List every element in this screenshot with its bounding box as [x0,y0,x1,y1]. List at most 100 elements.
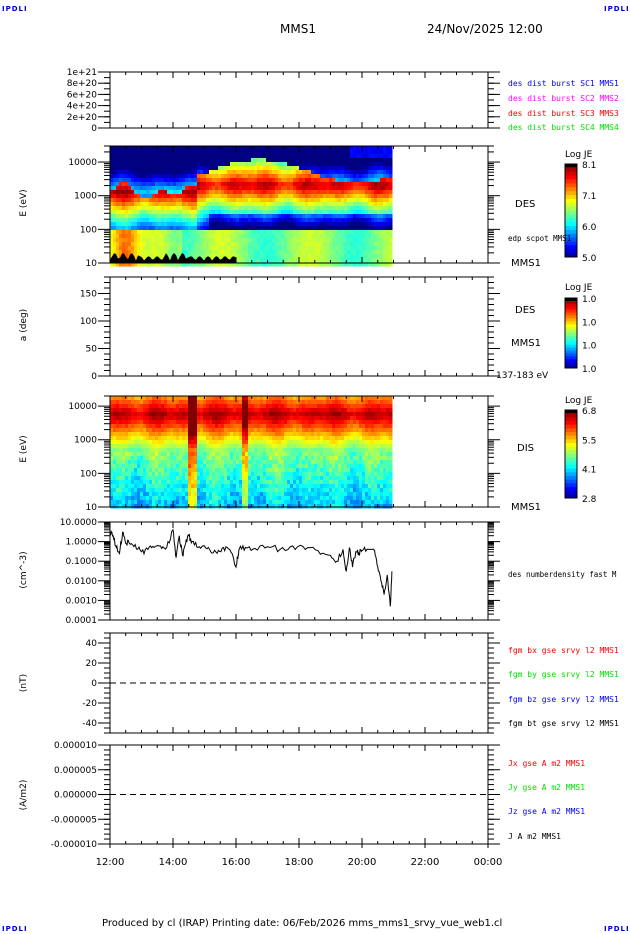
spectrogram-cell [344,166,348,171]
colorbar-segment [565,347,577,351]
spectrogram-cell [206,182,210,187]
spectrogram-cell [281,190,285,195]
spectrogram-cell [248,198,252,203]
spectrogram-cell [131,190,135,195]
spectrogram-cell [233,412,237,417]
spectrogram-cell [380,218,384,223]
spectrogram-cell [203,416,207,421]
spectrogram-cell [290,202,294,207]
spectrogram-cell [362,158,366,163]
spectrogram-cell [155,238,159,243]
spectrogram-cell [233,238,237,243]
spectrogram-cell [302,238,306,243]
spectrogram-cell [374,170,378,175]
spectrogram-cell [221,452,225,457]
spectrogram-cell [374,150,378,155]
spectrogram-cell [182,242,186,247]
spectrogram-cell [203,226,207,231]
spectrogram-cell [278,444,282,449]
spectrogram-cell [221,396,225,401]
spectrogram-cell [131,246,135,251]
spectrogram-cell [263,460,267,465]
spectrogram-cell [338,218,342,223]
spectrogram-cell [206,416,210,421]
spectrogram-cell [182,496,186,501]
spectrogram-cell [185,492,189,497]
spectrogram-cell [251,436,255,441]
spectrogram-cell [248,464,252,469]
spectrogram-cell [230,460,234,465]
spectrogram-cell [278,468,282,473]
spectrogram-cell [116,234,120,239]
spectrogram-cell [254,400,258,405]
spectrogram-cell [143,222,147,227]
spectrogram-cell [212,234,216,239]
spectrogram-cell [221,500,225,505]
spectrogram-cell [377,230,381,235]
spectrogram-cell [224,202,228,207]
spectrogram-cell [251,166,255,171]
spectrogram-cell [185,484,189,489]
spectrogram-cell [335,174,339,179]
spectrogram-cell [344,210,348,215]
spectrogram-cell [155,174,159,179]
spectrogram-cell [362,198,366,203]
spectrogram-cell [215,480,219,485]
spectrogram-cell [158,250,162,255]
spectrogram-cell [314,162,318,167]
spectrogram-cell [248,440,252,445]
spectrogram-cell [188,432,192,437]
spectrogram-cell [179,396,183,401]
spectrogram-cell [224,500,228,505]
spectrogram-cell [203,206,207,211]
spectrogram-cell [119,488,123,493]
spectrogram-cell [203,174,207,179]
spectrogram-cell [347,230,351,235]
spectrogram-cell [314,230,318,235]
spectrogram-cell [272,150,276,155]
spectrogram-cell [335,190,339,195]
spectrogram-cell [152,496,156,501]
spectrogram-cell [173,488,177,493]
spectrogram-cell [188,262,192,267]
spectrogram-cell [254,460,258,465]
spectrogram-cell [287,488,291,493]
spectrogram-cell [305,186,309,191]
spectrogram-cell [122,464,126,469]
spectrogram-cell [293,190,297,195]
spectrogram-cell [242,254,246,259]
spectrogram-cell [227,396,231,401]
spectrogram-cell [170,150,174,155]
spectrogram-cell [173,408,177,413]
spectrogram-cell [215,440,219,445]
spectrogram-cell [260,472,264,477]
spectrogram-cell [242,472,246,477]
spectrogram-cell [344,226,348,231]
spectrogram-cell [131,408,135,413]
spectrogram-cell [164,170,168,175]
spectrogram-cell [137,404,141,409]
spectrogram-cell [293,468,297,473]
spectrogram-cell [362,230,366,235]
spectrogram-cell [122,170,126,175]
spectrogram-cell [215,146,219,151]
spectrogram-cell [158,170,162,175]
spectrogram-cell [293,202,297,207]
spectrogram-cell [266,488,270,493]
spectrogram-cell [260,198,264,203]
spectrogram-cell [293,154,297,159]
spectrogram-cell [227,412,231,417]
spectrogram-cell [176,218,180,223]
spectrogram-cell [305,162,309,167]
spectrogram-cell [215,198,219,203]
spectrogram-cell [245,250,249,255]
spectrogram-cell [143,242,147,247]
spectrogram-cell [209,416,213,421]
spectrogram-cell [173,468,177,473]
spectrogram-cell [134,440,138,445]
spectrogram-cell [245,146,249,151]
colorbar-segment [565,191,577,196]
spectrogram-cell [260,444,264,449]
spectrogram-cell [275,468,279,473]
spectrogram-cell [290,456,294,461]
